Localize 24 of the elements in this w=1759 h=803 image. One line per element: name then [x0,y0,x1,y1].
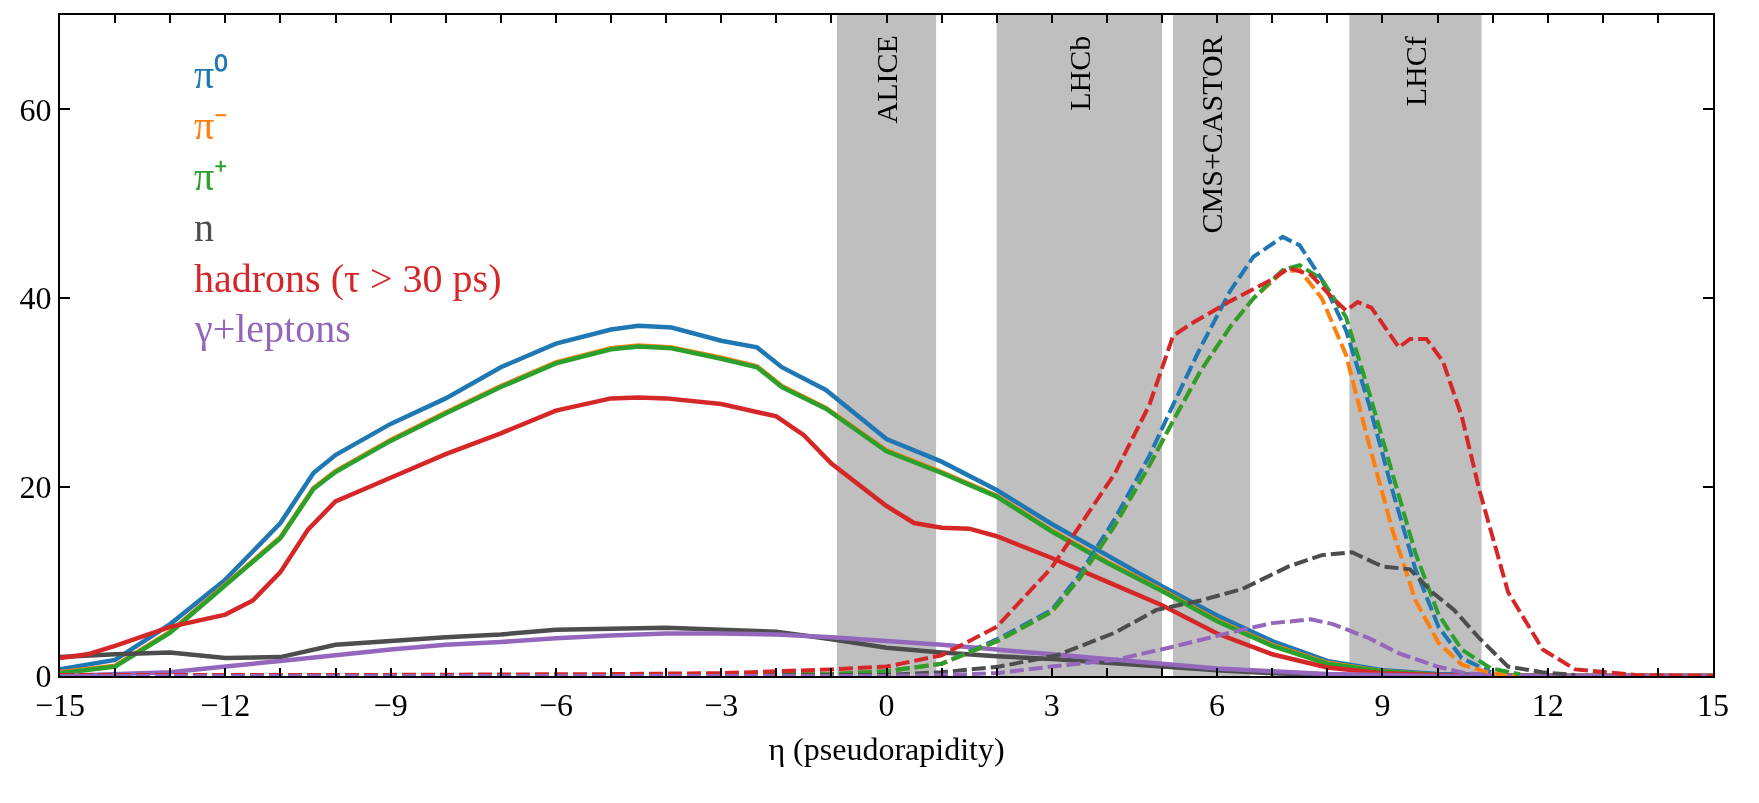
band-label: ALICE [869,35,903,124]
band-label: LHCb [1062,35,1096,111]
x-tick-label: 15 [1697,687,1729,724]
x-tick-label: 12 [1531,687,1564,724]
text: π⁺ [194,154,229,199]
x-tick-label: −6 [538,687,573,724]
y-tick-label: 20 [19,469,52,506]
text: hadrons (τ > 30 ps) [194,256,502,301]
x-tick-label: −12 [200,687,251,724]
x-tick-label: −3 [704,687,739,724]
text: n [194,205,214,250]
band-label: CMS+CASTOR [1194,35,1228,234]
x-axis-title: η (pseudorapidity) [768,730,1005,767]
text: γ+leptons [194,306,351,351]
text: π⁻ [194,103,229,148]
x-tick-label: 9 [1374,687,1391,724]
x-tick-label: 3 [1043,687,1060,724]
x-tick-label: −9 [373,687,408,724]
x-tick-label: 0 [878,687,895,724]
y-tick-label: 40 [19,280,52,317]
text: π⁰ [194,52,229,97]
y-tick-label: 60 [19,91,52,128]
x-tick-label: 6 [1209,687,1226,724]
band-label: LHCf [1398,36,1432,107]
